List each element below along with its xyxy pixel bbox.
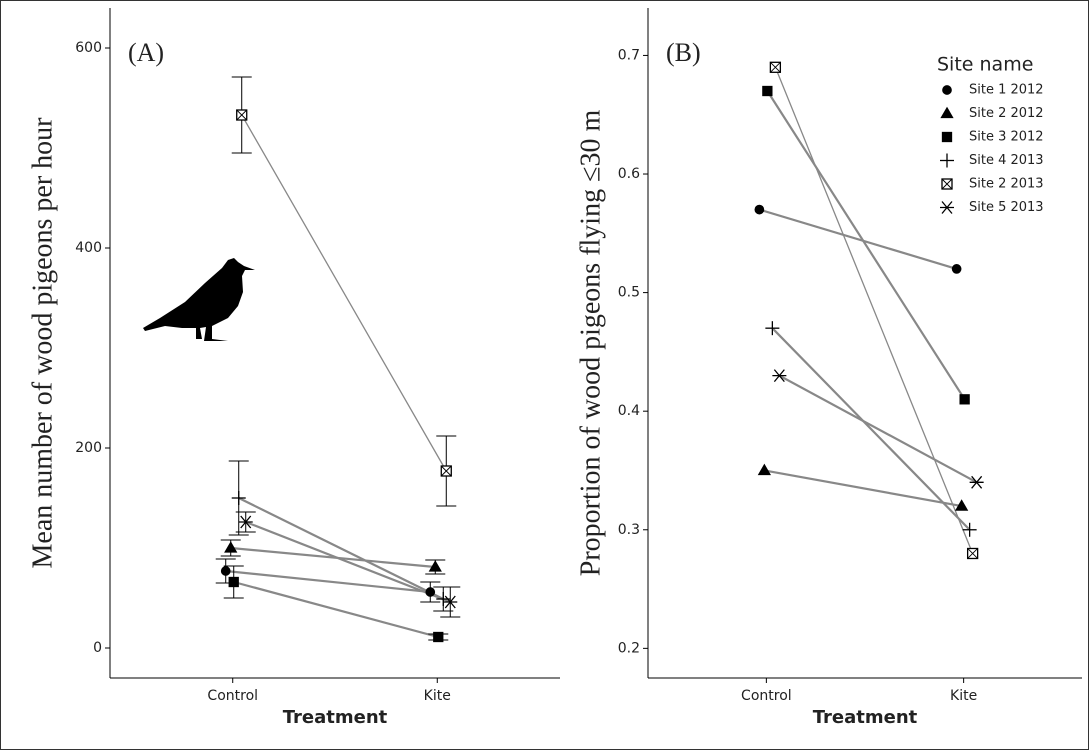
frame xyxy=(1,1,1089,750)
marker xyxy=(763,87,772,96)
marker xyxy=(229,578,238,587)
marker xyxy=(952,265,960,273)
x-tick-label: Control xyxy=(741,688,792,704)
panel-label: (B) xyxy=(666,38,701,67)
legend-label: Site 4 2013 xyxy=(969,153,1044,168)
legend-label: Site 1 2012 xyxy=(969,83,1044,98)
x-tick-label: Kite xyxy=(424,688,451,704)
marker-part xyxy=(755,205,763,213)
legend-label: Site 3 2012 xyxy=(969,130,1044,145)
marker xyxy=(222,567,230,575)
marker xyxy=(237,110,247,120)
marker-part xyxy=(229,578,238,587)
x-axis-title: Treatment xyxy=(283,707,388,728)
y-tick-label: 0.5 xyxy=(618,285,640,301)
y-tick-label: 200 xyxy=(75,440,102,456)
figure: 0 200 400 600 Control Kite Treatment Mean numbe… xyxy=(0,0,1089,750)
marker xyxy=(434,633,443,642)
x-axis-title: Treatment xyxy=(813,707,918,728)
y-tick-label: 0.4 xyxy=(618,403,640,419)
marker xyxy=(755,205,763,213)
y-tick-label: 600 xyxy=(75,40,102,56)
marker-part xyxy=(960,395,969,404)
marker xyxy=(441,466,451,476)
marker-part xyxy=(222,567,230,575)
legend-label: Site 5 2013 xyxy=(969,200,1044,215)
marker-part xyxy=(434,633,443,642)
panel-label: (A) xyxy=(128,38,164,67)
marker-part xyxy=(943,133,952,142)
page: {"chart_data": [ {"type": "line", "panel… xyxy=(0,0,1089,750)
marker xyxy=(770,62,780,72)
marker xyxy=(426,588,434,596)
y-tick-label: 0 xyxy=(93,640,102,656)
legend-title: Site name xyxy=(937,54,1033,76)
legend-label: Site 2 2012 xyxy=(969,106,1044,121)
marker-part xyxy=(426,588,434,596)
legend-label: Site 2 2013 xyxy=(969,177,1044,192)
x-tick-label: Kite xyxy=(950,688,977,704)
marker xyxy=(968,548,978,558)
y-tick-label: 0.3 xyxy=(618,522,640,538)
marker xyxy=(943,133,952,142)
marker xyxy=(943,86,951,94)
y-tick-label: 0.7 xyxy=(618,47,640,63)
marker xyxy=(942,179,952,189)
marker-part xyxy=(943,86,951,94)
y-tick-label: 400 xyxy=(75,240,102,256)
y-axis-title: Mean number of wood pigeons per hour xyxy=(27,117,58,569)
x-tick-label: Control xyxy=(207,688,258,704)
marker-part xyxy=(763,87,772,96)
y-tick-label: 0.6 xyxy=(618,166,640,182)
marker xyxy=(960,395,969,404)
y-axis-title: Proportion of wood pigeons flying ≤30 m xyxy=(575,110,606,577)
y-tick-label: 0.2 xyxy=(618,640,640,656)
marker-part xyxy=(952,265,960,273)
